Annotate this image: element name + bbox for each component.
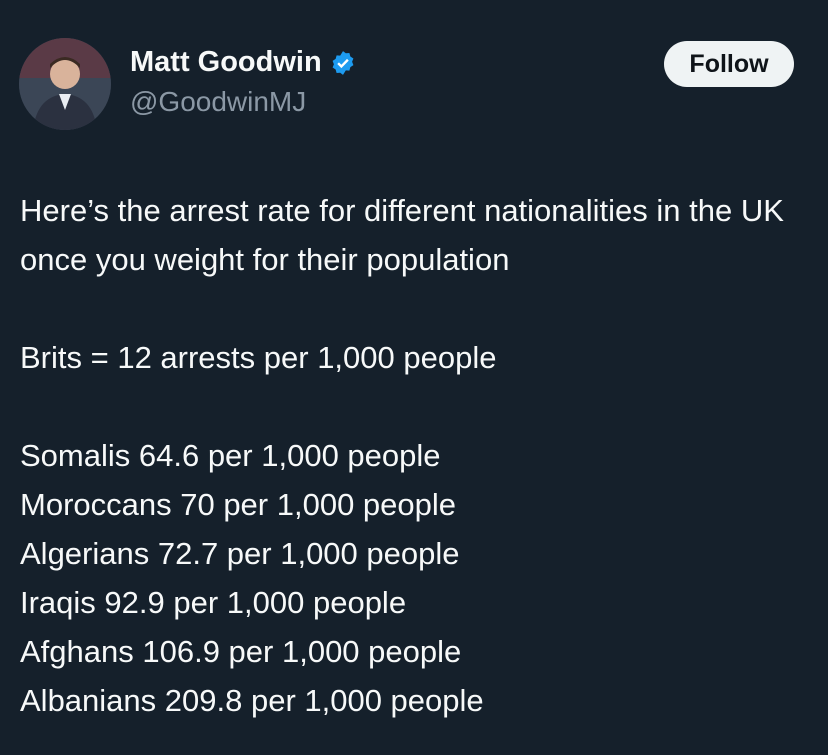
- author-name: Matt Goodwin: [130, 46, 356, 79]
- text-line: Here’s the arrest rate for different nat…: [20, 193, 784, 277]
- text-line: Iraqis 92.9 per 1,000 people: [20, 585, 407, 620]
- avatar[interactable]: [19, 38, 111, 130]
- text-line: Brits = 12 arrests per 1,000 people: [20, 340, 497, 375]
- follow-button[interactable]: Follow: [664, 41, 794, 87]
- text-line: Moroccans 70 per 1,000 people: [20, 487, 457, 522]
- tweet-text: Here’s the arrest rate for different nat…: [20, 186, 815, 725]
- paragraph: Here’s the arrest rate for different nat…: [20, 186, 815, 284]
- text-line: Afghans 106.9 per 1,000 people: [20, 634, 462, 669]
- author-handle: @GoodwinMJ: [130, 86, 307, 117]
- paragraph: Somalis 64.6 per 1,000 people Moroccans 7…: [20, 431, 815, 725]
- paragraph: Brits = 12 arrests per 1,000 people: [20, 333, 815, 382]
- text-line: Somalis 64.6 per 1,000 people: [20, 438, 441, 473]
- author-name-text: Matt Goodwin: [130, 46, 322, 78]
- avatar-image: [19, 38, 111, 130]
- text-line: Albanians 209.8 per 1,000 people: [20, 683, 484, 718]
- verified-badge: [332, 50, 354, 75]
- text-line: Algerians 72.7 per 1,000 people: [20, 536, 460, 571]
